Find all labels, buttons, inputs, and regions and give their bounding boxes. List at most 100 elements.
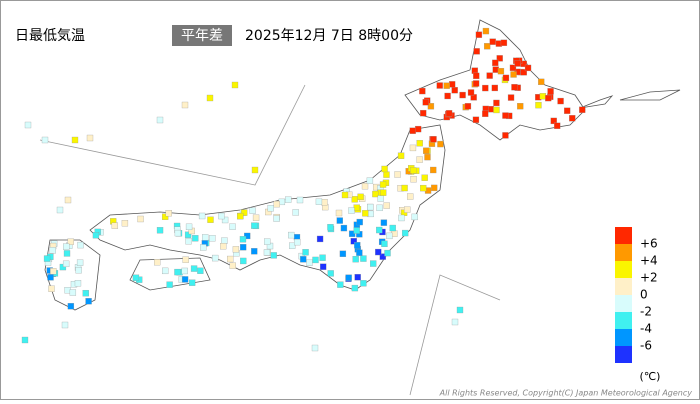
station-marker xyxy=(24,121,32,129)
station-marker xyxy=(162,213,169,220)
station-marker xyxy=(360,280,367,287)
station-marker xyxy=(77,241,84,249)
station-marker xyxy=(132,274,140,281)
station-marker xyxy=(416,156,423,163)
station-marker xyxy=(156,227,164,234)
station-marker xyxy=(445,110,453,117)
legend-swatch xyxy=(615,312,632,329)
station-marker xyxy=(56,206,64,214)
station-marker xyxy=(367,203,374,211)
station-marker xyxy=(423,147,430,154)
station-marker xyxy=(240,257,247,265)
station-marker xyxy=(92,232,100,239)
station-marker xyxy=(360,255,367,262)
station-marker xyxy=(448,81,456,88)
station-marker xyxy=(370,260,377,267)
station-marker xyxy=(137,215,144,223)
station-marker xyxy=(62,243,70,250)
inset-line xyxy=(409,274,501,396)
station-marker xyxy=(294,238,301,246)
station-marker xyxy=(21,336,29,344)
station-marker xyxy=(437,140,444,148)
station-marker xyxy=(354,274,361,281)
legend-swatch xyxy=(615,346,632,363)
station-marker xyxy=(502,132,509,139)
station-marker xyxy=(252,214,260,221)
station-marker xyxy=(319,254,326,261)
station-marker xyxy=(341,191,349,199)
station-marker xyxy=(156,116,164,124)
station-marker xyxy=(564,107,571,114)
station-marker xyxy=(166,281,173,288)
station-marker xyxy=(327,224,334,231)
station-marker xyxy=(345,274,352,281)
station-marker xyxy=(379,181,387,188)
station-marker xyxy=(251,248,258,255)
station-marker xyxy=(394,171,401,178)
station-marker xyxy=(267,205,274,212)
station-marker xyxy=(237,212,244,220)
mode-label: 平年差 xyxy=(181,28,223,44)
station-marker xyxy=(398,214,405,222)
station-marker xyxy=(239,236,247,243)
station-marker xyxy=(111,222,119,229)
station-marker xyxy=(451,87,458,94)
station-marker xyxy=(380,189,387,196)
station-marker xyxy=(443,82,450,89)
station-marker xyxy=(273,200,280,208)
station-marker xyxy=(209,235,216,242)
legend-swatch xyxy=(615,278,632,295)
station-marker xyxy=(61,321,69,329)
station-marker xyxy=(482,27,490,35)
mode-badge xyxy=(172,25,232,46)
legend-swatch xyxy=(615,261,632,278)
station-marker xyxy=(327,270,334,277)
station-marker xyxy=(64,286,71,294)
station-marker xyxy=(496,55,503,62)
legend-swatch xyxy=(615,329,632,346)
legend-swatch xyxy=(615,244,632,261)
legend-label: +4 xyxy=(640,254,658,268)
station-marker xyxy=(67,238,74,245)
station-marker xyxy=(62,260,70,268)
station-marker xyxy=(493,106,500,114)
legend-label: +6 xyxy=(640,237,658,251)
station-marker xyxy=(422,99,429,106)
station-marker xyxy=(473,72,480,80)
station-marker xyxy=(367,210,374,218)
station-marker xyxy=(511,84,518,91)
station-marker xyxy=(409,127,416,134)
station-marker xyxy=(354,242,361,249)
station-marker xyxy=(386,232,393,240)
legend-swatch xyxy=(615,227,632,244)
station-marker xyxy=(348,207,355,214)
legend-unit: (℃) xyxy=(640,370,661,383)
station-marker xyxy=(241,209,248,216)
station-marker xyxy=(431,184,438,192)
station-marker xyxy=(472,80,480,87)
station-marker xyxy=(202,234,209,241)
station-marker xyxy=(59,263,67,271)
station-marker xyxy=(221,237,228,244)
station-marker xyxy=(547,88,554,95)
station-marker xyxy=(316,235,324,243)
station-marker xyxy=(420,109,427,117)
station-marker xyxy=(71,136,79,144)
stations xyxy=(21,27,586,352)
kuril-islands xyxy=(579,89,681,109)
legend-label: -6 xyxy=(640,339,652,353)
station-marker xyxy=(517,103,524,110)
station-marker xyxy=(510,71,517,78)
station-marker xyxy=(424,153,431,161)
station-marker xyxy=(557,97,564,105)
station-marker xyxy=(181,101,189,109)
station-marker xyxy=(220,243,227,250)
station-marker xyxy=(311,344,319,352)
station-marker xyxy=(436,82,443,89)
station-marker xyxy=(362,210,369,217)
station-marker xyxy=(85,298,92,305)
station-marker xyxy=(185,223,193,231)
station-marker xyxy=(48,285,55,292)
station-marker xyxy=(353,227,360,234)
station-marker xyxy=(285,196,292,203)
